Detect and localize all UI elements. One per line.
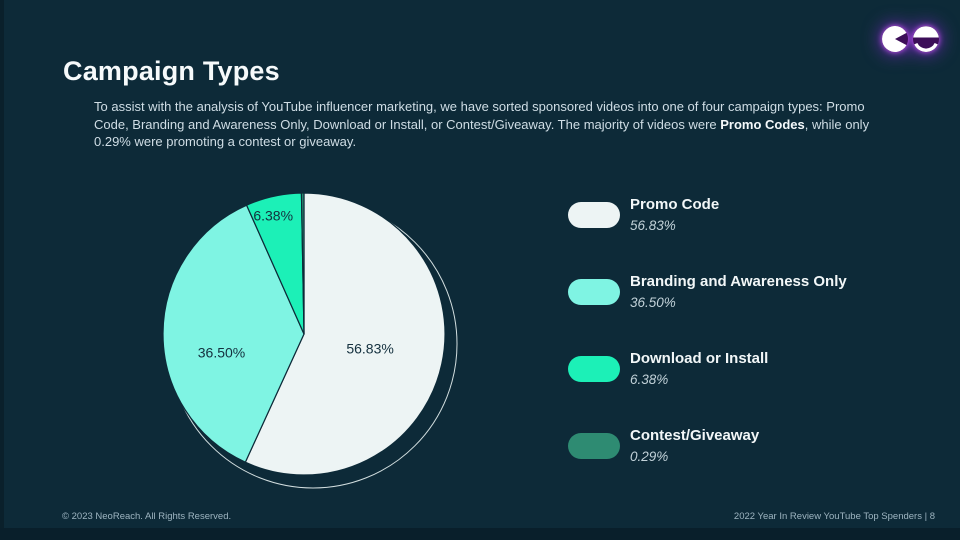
report-title-page-number: 2022 Year In Review YouTube Top Spenders… — [733, 511, 935, 522]
legend-percentage: 6.38% — [630, 372, 669, 387]
pie-chart-svg: 56.83% 36.50% 6.38% — [162, 192, 458, 489]
chart-legend: Promo Code 56.83% Branding and Awareness… — [568, 193, 847, 501]
left-edge-strip — [0, 0, 4, 540]
pie-slice — [244, 192, 446, 476]
legend-swatch-branding — [568, 279, 620, 305]
legend-label: Promo Code — [630, 196, 720, 213]
pie-slice — [300, 192, 305, 335]
pie-chart: 56.83% 36.50% 6.38% — [150, 180, 470, 500]
pie-slice-label: 36.50% — [198, 345, 245, 361]
intro-paragraph: To assist with the analysis of YouTube i… — [94, 98, 878, 151]
legend-label: Branding and Awareness Only — [630, 273, 847, 290]
legend-percentage: 36.50% — [630, 295, 676, 310]
legend-swatch-contest — [568, 433, 620, 459]
copyright-text: © 2023 NeoReach. All Rights Reserved. — [62, 511, 232, 522]
pie-slice — [162, 204, 305, 463]
intro-text-bold: Promo Codes — [720, 116, 805, 132]
legend-text-block: Promo Code 56.83% — [630, 196, 719, 234]
legend-percentage: 56.83% — [630, 218, 676, 233]
intro-text-1: To assist with the analysis of YouTube i… — [94, 99, 865, 132]
bottom-edge-strip — [0, 528, 960, 540]
legend-label: Download or Install — [630, 350, 769, 367]
legend-swatch-promo-code — [568, 202, 620, 228]
legend-text-block: Download or Install 6.38% — [630, 350, 768, 388]
pie-slice-label: 6.38% — [253, 207, 293, 223]
legend-label: Contest/Giveaway — [630, 427, 760, 444]
neoreach-logo-glyphs — [882, 26, 939, 52]
pie-slice-label: 56.83% — [346, 340, 393, 356]
legend-item-branding: Branding and Awareness Only 36.50% — [568, 270, 847, 314]
legend-text-block: Contest/Giveaway 0.29% — [630, 427, 759, 465]
neoreach-logo-icon — [881, 24, 941, 54]
legend-percentage: 0.29% — [630, 449, 669, 464]
legend-swatch-download — [568, 356, 620, 382]
intro-text-2: , while only 0.29% were promoting a cont… — [94, 116, 870, 150]
page-title: Campaign Types — [63, 56, 280, 86]
legend-item-promo-code: Promo Code 56.83% — [568, 193, 847, 237]
legend-text-block: Branding and Awareness Only 36.50% — [630, 273, 847, 311]
legend-item-download: Download or Install 6.38% — [568, 347, 847, 391]
legend-item-contest: Contest/Giveaway 0.29% — [568, 424, 847, 468]
